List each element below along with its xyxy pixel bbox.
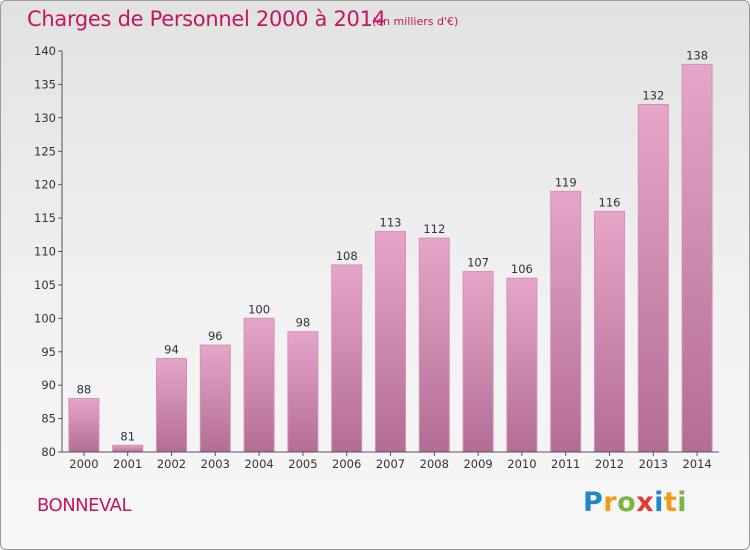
y-tick-label-125: 125 bbox=[34, 144, 56, 158]
y-tick-label-105: 105 bbox=[34, 278, 56, 292]
x-tick-label-2002: 2002 bbox=[157, 457, 186, 471]
x-tick-label-2014: 2014 bbox=[682, 457, 711, 471]
value-label-2008: 112 bbox=[423, 222, 445, 236]
bar-2003 bbox=[199, 344, 231, 453]
bar-2012 bbox=[594, 210, 625, 453]
x-tick-label-2004: 2004 bbox=[244, 457, 273, 471]
bar-2014 bbox=[681, 63, 713, 453]
y-tick-label-95: 95 bbox=[41, 345, 56, 359]
bar-2002 bbox=[156, 357, 187, 453]
x-tick-label-2012: 2012 bbox=[595, 457, 624, 471]
x-tick-label-2007: 2007 bbox=[376, 457, 405, 471]
bar-2009 bbox=[462, 271, 494, 453]
y-tick-label-90: 90 bbox=[41, 378, 56, 392]
bar-2004 bbox=[243, 317, 275, 453]
bars-group: 88 81 94 96 100 98 108 113 112 107 106 119 116 132 138 bbox=[68, 48, 713, 453]
x-tick-label-2011: 2011 bbox=[551, 457, 580, 471]
bar-2013 bbox=[637, 104, 669, 453]
value-label-2014: 138 bbox=[686, 48, 708, 62]
x-tick-label-2001: 2001 bbox=[113, 457, 142, 471]
value-label-2002: 94 bbox=[164, 342, 179, 356]
bar-2005 bbox=[287, 331, 319, 453]
y-tick-label-110: 110 bbox=[34, 245, 56, 259]
commune-name: BONNEVAL bbox=[37, 495, 132, 516]
value-label-2013: 132 bbox=[642, 89, 664, 103]
proxiti-logo[interactable]: Proxiti bbox=[583, 487, 687, 518]
x-tick-label-2003: 2003 bbox=[201, 457, 230, 471]
bar-2000 bbox=[68, 398, 100, 453]
y-tick-label-135: 135 bbox=[34, 77, 56, 91]
value-label-2006: 108 bbox=[336, 249, 358, 263]
logo-letter-2: o bbox=[617, 487, 637, 518]
value-label-2004: 100 bbox=[248, 302, 270, 316]
bar-2006 bbox=[331, 264, 363, 453]
y-tick-label-80: 80 bbox=[41, 445, 56, 459]
value-label-2001: 81 bbox=[120, 429, 135, 443]
y-tick-label-115: 115 bbox=[34, 211, 56, 225]
value-label-2005: 98 bbox=[296, 316, 311, 330]
logo-letter-4: i bbox=[654, 487, 664, 518]
value-label-2007: 113 bbox=[380, 215, 402, 229]
logo-letter-3: x bbox=[636, 487, 655, 518]
bar-2010 bbox=[506, 277, 538, 453]
value-label-2011: 119 bbox=[555, 175, 577, 189]
x-tick-label-2006: 2006 bbox=[332, 457, 361, 471]
logo-letter-1: r bbox=[603, 487, 618, 518]
x-tick-label-2009: 2009 bbox=[463, 457, 492, 471]
x-tick-label-2013: 2013 bbox=[639, 457, 668, 471]
value-label-2000: 88 bbox=[77, 383, 92, 397]
y-tick-label-120: 120 bbox=[34, 178, 56, 192]
chart-unit-note: (en milliers d'€) bbox=[372, 15, 459, 28]
y-tick-label-130: 130 bbox=[34, 111, 56, 125]
y-tick-label-140: 140 bbox=[34, 44, 56, 58]
x-tick-label-2008: 2008 bbox=[420, 457, 449, 471]
bar-2007 bbox=[375, 230, 406, 453]
bar-2008 bbox=[418, 237, 450, 453]
x-tick-label-2000: 2000 bbox=[69, 457, 98, 471]
logo-letter-6: i bbox=[677, 487, 688, 518]
axes-group: 2000 2001 2002 2003 2004 2005 2006 2007 2008 2009… bbox=[34, 44, 719, 471]
value-label-2009: 107 bbox=[467, 256, 489, 270]
value-label-2003: 96 bbox=[208, 329, 223, 343]
logo-letter-5: t bbox=[663, 487, 678, 518]
chart-title: Charges de Personnel 2000 à 2014 bbox=[27, 7, 386, 31]
y-tick-label-85: 85 bbox=[41, 412, 56, 426]
bar-2001 bbox=[112, 444, 144, 453]
value-label-2010: 106 bbox=[511, 262, 533, 276]
value-label-2012: 116 bbox=[599, 195, 621, 209]
x-tick-label-2010: 2010 bbox=[507, 457, 536, 471]
x-tick-label-2005: 2005 bbox=[288, 457, 317, 471]
bar-2011 bbox=[550, 190, 582, 453]
y-tick-label-100: 100 bbox=[34, 311, 56, 325]
logo-letter-0: P bbox=[583, 487, 604, 518]
